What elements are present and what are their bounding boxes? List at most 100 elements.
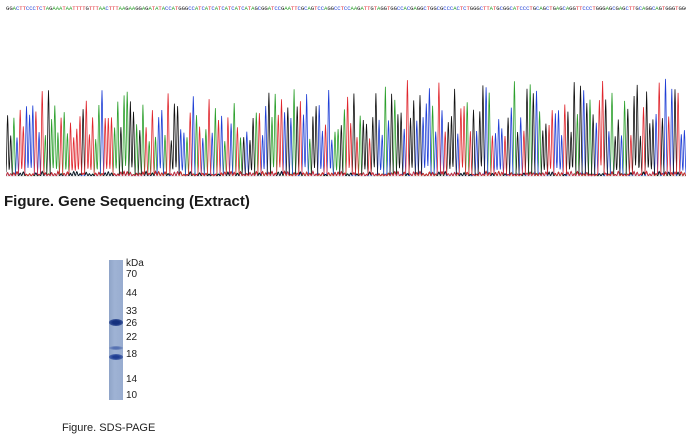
base-call: G — [135, 5, 139, 12]
base-call: C — [347, 5, 351, 12]
base-call: C — [211, 5, 215, 12]
base-call: T — [174, 5, 179, 12]
base-call: G — [6, 5, 10, 12]
base-call: C — [449, 5, 454, 12]
base-call: A — [204, 5, 209, 12]
base-call: G — [380, 5, 384, 12]
base-call: C — [221, 5, 225, 12]
trace-t — [6, 80, 686, 177]
base-call: C — [29, 5, 33, 12]
marker-label: 22 — [126, 332, 138, 343]
base-call: T — [237, 5, 242, 12]
base-call: G — [602, 5, 606, 12]
marker-label: 26 — [126, 318, 138, 329]
base-call: G — [608, 5, 613, 12]
base-call: G — [678, 5, 682, 12]
marker-label: 44 — [126, 288, 138, 299]
base-call: A — [234, 5, 238, 12]
base-call: T — [78, 5, 83, 12]
base-call: G — [476, 5, 480, 12]
gel-band-faint — [109, 346, 123, 350]
base-call: A — [194, 5, 199, 12]
base-call: T — [72, 5, 76, 12]
base-call: A — [618, 5, 623, 12]
base-call: A — [68, 5, 73, 12]
base-call: C — [625, 5, 629, 12]
base-call: C — [582, 5, 586, 12]
base-call: A — [141, 5, 146, 12]
base-call: C — [231, 5, 235, 12]
trace-g — [6, 82, 686, 177]
base-call: C — [188, 5, 192, 12]
base-call: T — [486, 5, 490, 12]
base-call: G — [327, 5, 331, 12]
base-call: A — [45, 5, 50, 12]
base-call: T — [82, 5, 86, 12]
base-call: T — [340, 5, 344, 12]
base-call: G — [181, 5, 185, 12]
base-call: C — [333, 5, 338, 12]
base-call: G — [685, 5, 686, 12]
base-call: T — [62, 5, 66, 12]
base-call: C — [545, 5, 550, 12]
base-call: T — [42, 5, 46, 12]
base-call: G — [433, 5, 437, 12]
base-call: T — [290, 5, 295, 12]
base-call: G — [330, 5, 334, 12]
base-call: T — [516, 5, 520, 12]
base-call: C — [304, 5, 308, 12]
base-call: A — [12, 5, 16, 12]
base-call: T — [151, 5, 156, 12]
base-call: G — [439, 5, 444, 12]
gel-band-lower — [109, 354, 123, 360]
marker-label: 18 — [126, 349, 138, 360]
base-call: A — [655, 5, 659, 12]
base-call: C — [526, 5, 530, 12]
base-call: T — [483, 5, 487, 12]
base-call: T — [426, 5, 430, 12]
base-call: C — [32, 5, 36, 12]
base-call: A — [565, 5, 570, 12]
gel-band-main — [109, 319, 123, 326]
base-call: G — [658, 5, 662, 12]
base-call: A — [55, 5, 59, 12]
base-call: C — [456, 5, 460, 12]
base-call: T — [579, 5, 583, 12]
base-call: A — [267, 5, 271, 12]
gene-sequencing-caption: Figure. Gene Sequencing (Extract) — [4, 193, 250, 210]
base-call: C — [297, 5, 301, 12]
base-call: T — [158, 5, 162, 12]
base-call: T — [22, 5, 26, 12]
base-call: G — [595, 5, 599, 12]
base-call: G — [622, 5, 626, 12]
chromatogram-traces — [6, 78, 686, 177]
base-call: T — [363, 5, 368, 12]
base-call: G — [430, 5, 434, 12]
base-call: G — [280, 5, 285, 12]
base-call: C — [396, 5, 401, 12]
base-call: G — [184, 5, 189, 12]
base-call: G — [552, 5, 556, 12]
marker-label: 70 — [126, 269, 138, 280]
base-call: C — [277, 5, 281, 12]
base-call: T — [19, 5, 23, 12]
base-call: T — [227, 5, 232, 12]
base-call: A — [360, 5, 364, 12]
base-call: G — [254, 5, 258, 12]
base-call: G — [635, 5, 639, 12]
base-call: G — [681, 5, 686, 12]
base-call: G — [310, 5, 315, 12]
base-call: G — [300, 5, 305, 12]
base-call: C — [343, 5, 348, 12]
base-call: T — [675, 5, 679, 12]
base-call: T — [198, 5, 202, 12]
base-call: C — [15, 5, 20, 12]
base-call: T — [549, 5, 553, 12]
base-call: C — [479, 5, 483, 12]
base-call: A — [324, 5, 328, 12]
base-call: G — [178, 5, 182, 12]
base-call: T — [592, 5, 596, 12]
base-call: A — [171, 5, 175, 12]
base-call: G — [615, 5, 619, 12]
base-call: C — [257, 5, 262, 12]
